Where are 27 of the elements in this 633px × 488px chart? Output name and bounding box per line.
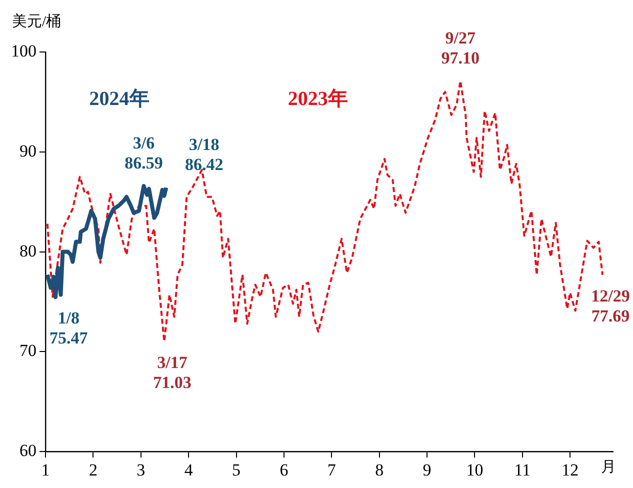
x-tick-label: 10	[466, 460, 484, 480]
y-tick-label: 90	[20, 141, 36, 160]
text: 2023年	[288, 88, 348, 110]
x-tick-label: 1	[41, 460, 50, 480]
x-tick-label: 7	[327, 460, 336, 480]
x-tick-label: 9	[422, 460, 432, 480]
annotation: 3/17 71.03	[153, 352, 192, 392]
x-tick-label: 4	[184, 460, 194, 480]
x-tick-label: 11	[514, 460, 531, 480]
x-tick-label: 8	[375, 460, 384, 480]
y-tick-label: 60	[20, 441, 36, 460]
annotation: 3/18 86.42	[185, 135, 224, 174]
annotation: 12/29 77.69	[591, 286, 630, 326]
y-tick-label: 80	[20, 241, 36, 260]
annotation: 3/6 86.59	[124, 133, 163, 172]
y-tick-label: 100	[11, 41, 36, 60]
x-tick-label: 3	[136, 460, 146, 480]
x-tick-label: 2	[88, 460, 98, 480]
y-tick-label: 70	[20, 341, 36, 360]
x-tick-label: 6	[280, 460, 288, 480]
x-tick-label: 12	[562, 460, 579, 480]
y-axis-title: 美元/桶	[12, 12, 62, 30]
text: 2024年	[89, 88, 150, 110]
annotation: 9/27 97.10	[441, 28, 480, 68]
annotation: 1/8 75.47	[50, 308, 88, 348]
x-axis-title: 月	[601, 460, 616, 476]
x-tick-label: 5	[232, 460, 241, 480]
